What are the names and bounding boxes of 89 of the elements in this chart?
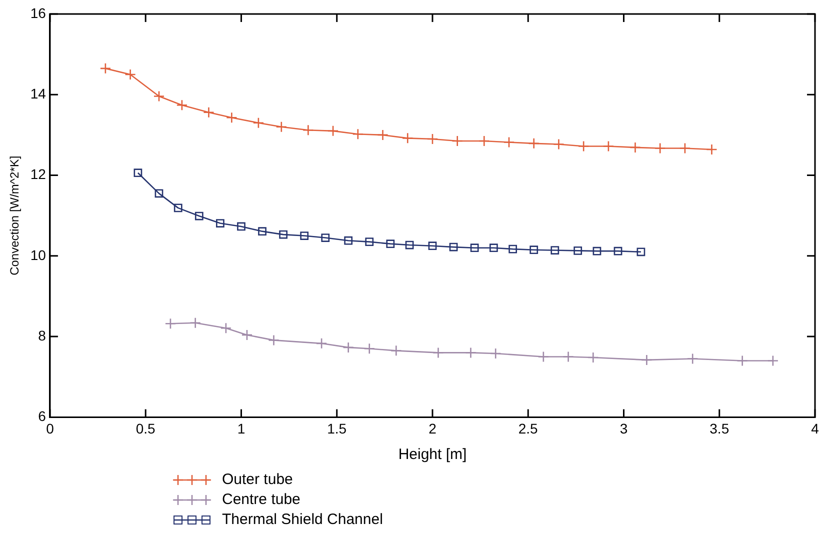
point — [279, 230, 288, 239]
point — [562, 351, 574, 362]
y-tick-label: 16 — [30, 4, 46, 21]
point — [216, 219, 224, 228]
point — [602, 140, 614, 152]
point — [428, 242, 437, 250]
point — [327, 125, 339, 137]
point — [220, 322, 232, 334]
y-tick-label: 10 — [30, 246, 46, 263]
point — [470, 244, 479, 252]
point — [550, 246, 560, 254]
x-tick-label: 2 — [428, 420, 437, 436]
point — [174, 204, 182, 212]
point — [686, 353, 698, 364]
x-tick-label: 4 — [811, 420, 820, 436]
point — [452, 135, 463, 147]
point — [405, 240, 414, 250]
point — [190, 317, 201, 328]
point — [574, 246, 582, 255]
point — [490, 348, 502, 360]
point — [432, 347, 444, 358]
point — [636, 248, 646, 256]
point — [587, 352, 599, 364]
point — [426, 133, 438, 145]
point — [153, 90, 165, 102]
point — [252, 117, 264, 129]
point — [100, 62, 112, 74]
point — [241, 329, 253, 341]
point — [503, 136, 515, 148]
point — [478, 135, 490, 147]
point — [592, 246, 602, 256]
point — [654, 142, 666, 154]
y-tick-label: 8 — [38, 327, 46, 344]
point — [316, 338, 328, 350]
x-tick-label: 1.5 — [327, 420, 347, 436]
point — [237, 222, 246, 231]
point — [300, 232, 309, 240]
point — [364, 343, 376, 354]
point — [176, 99, 188, 111]
point — [134, 168, 142, 178]
point — [390, 345, 402, 356]
point — [528, 138, 540, 150]
point — [164, 318, 176, 330]
point — [302, 124, 314, 136]
point — [641, 354, 652, 366]
point — [449, 242, 458, 252]
x-tick-label: 1 — [237, 420, 246, 436]
point — [630, 142, 641, 154]
point — [276, 121, 288, 133]
legend-label: Centre tube — [222, 490, 300, 510]
point — [342, 342, 354, 354]
point — [258, 227, 266, 236]
legend-label: Thermal Shield Channel — [222, 510, 383, 530]
point — [706, 144, 718, 156]
point — [365, 238, 374, 246]
x-tick-label: 0.5 — [136, 420, 156, 436]
point — [154, 189, 164, 198]
legend-label: Outer tube — [222, 470, 293, 490]
point — [344, 236, 353, 245]
y-tick-label: 12 — [30, 166, 46, 182]
point — [490, 244, 498, 252]
x-axis-title: Height [m] — [398, 446, 467, 464]
point — [194, 212, 204, 220]
point — [268, 334, 280, 346]
y-tick-label: 6 — [38, 408, 46, 424]
point — [767, 355, 779, 366]
x-tick-label: 0 — [46, 420, 54, 436]
x-tick-label: 3 — [620, 420, 628, 436]
point — [465, 347, 476, 358]
point — [614, 246, 622, 256]
x-tick-label: 2.5 — [518, 420, 538, 436]
point — [508, 244, 517, 254]
point — [538, 351, 550, 362]
point — [553, 138, 564, 150]
point — [352, 128, 364, 140]
point — [578, 140, 590, 152]
point — [377, 129, 388, 141]
y-axis-title: Convection [W/m^2*K] — [8, 156, 22, 276]
point — [402, 132, 414, 144]
point — [226, 112, 238, 124]
y-tick-label: 14 — [30, 86, 46, 102]
point — [386, 240, 395, 248]
point — [203, 106, 214, 118]
point — [321, 234, 330, 242]
point — [530, 246, 538, 254]
point — [679, 142, 691, 154]
x-tick-label: 3.5 — [710, 420, 730, 436]
point — [736, 355, 748, 366]
point — [124, 68, 136, 80]
